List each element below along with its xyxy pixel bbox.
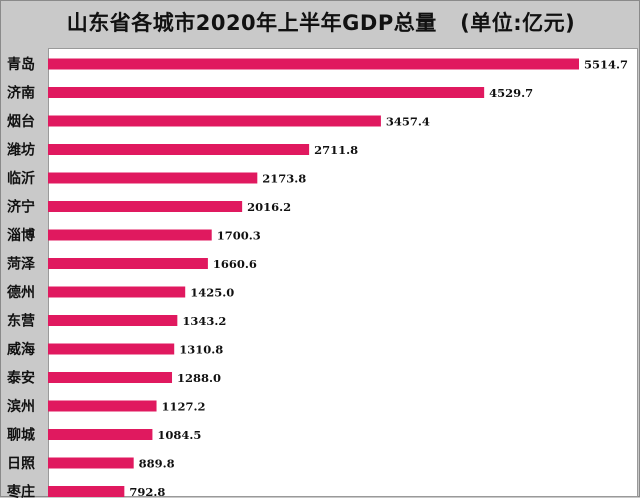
bar-11 bbox=[48, 372, 172, 383]
category-label-9: 东营 bbox=[7, 313, 35, 330]
value-label-10: 1310.8 bbox=[179, 343, 223, 357]
bar-13 bbox=[48, 429, 152, 440]
value-label-11: 1288.0 bbox=[177, 371, 221, 385]
value-label-14: 889.8 bbox=[139, 457, 175, 471]
bar-8 bbox=[48, 287, 185, 298]
bar-5 bbox=[48, 201, 242, 212]
value-label-6: 1700.3 bbox=[217, 229, 261, 243]
value-label-7: 1660.6 bbox=[213, 257, 257, 271]
category-label-11: 泰安 bbox=[6, 370, 35, 387]
value-label-4: 2173.8 bbox=[262, 172, 306, 186]
value-label-8: 1425.0 bbox=[190, 286, 234, 300]
category-label-10: 威海 bbox=[7, 341, 35, 358]
bar-7 bbox=[48, 258, 208, 269]
category-label-13: 聊城 bbox=[7, 427, 35, 444]
category-label-4: 临沂 bbox=[7, 170, 35, 187]
value-label-15: 792.8 bbox=[129, 485, 165, 498]
bar-10 bbox=[48, 344, 174, 355]
category-label-1: 济南 bbox=[7, 85, 35, 102]
category-label-14: 日照 bbox=[7, 456, 35, 472]
category-label-7: 菏泽 bbox=[7, 256, 35, 273]
category-label-8: 德州 bbox=[7, 284, 35, 301]
bar-3 bbox=[48, 144, 309, 155]
bar-9 bbox=[48, 315, 177, 326]
category-label-6: 淄博 bbox=[7, 227, 35, 244]
value-label-1: 4529.7 bbox=[489, 86, 533, 100]
bar-15 bbox=[48, 486, 124, 497]
bar-14 bbox=[48, 458, 134, 469]
value-label-13: 1084.5 bbox=[157, 428, 201, 442]
bar-12 bbox=[48, 401, 157, 412]
value-label-9: 1343.2 bbox=[182, 314, 226, 328]
value-label-2: 3457.4 bbox=[386, 115, 430, 129]
value-label-0: 5514.7 bbox=[584, 58, 628, 72]
value-label-3: 2711.8 bbox=[314, 143, 358, 157]
value-label-12: 1127.2 bbox=[162, 400, 206, 414]
bar-6 bbox=[48, 230, 212, 241]
bar-1 bbox=[48, 87, 484, 98]
category-label-3: 潍坊 bbox=[7, 142, 35, 159]
bar-0 bbox=[48, 59, 579, 70]
category-label-15: 枣庄 bbox=[6, 484, 35, 498]
bar-2 bbox=[48, 116, 381, 127]
category-label-5: 济宁 bbox=[7, 199, 35, 216]
category-label-2: 烟台 bbox=[7, 113, 35, 130]
category-label-12: 滨州 bbox=[7, 398, 35, 415]
category-label-0: 青岛 bbox=[7, 56, 35, 73]
bar-4 bbox=[48, 173, 257, 184]
value-label-5: 2016.2 bbox=[247, 200, 291, 214]
